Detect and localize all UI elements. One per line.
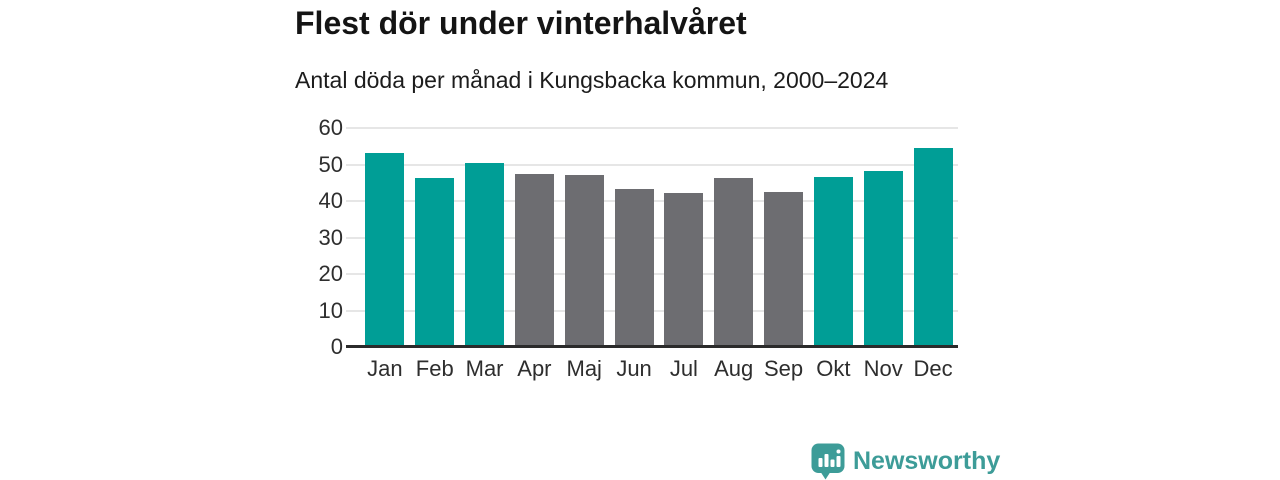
bar-slot-maj bbox=[559, 128, 609, 347]
x-tick-label-jul: Jul bbox=[669, 356, 698, 381]
bar-jun bbox=[614, 189, 654, 347]
x-axis-line bbox=[346, 345, 958, 348]
bar-jul bbox=[664, 192, 704, 347]
x-tick-label-mar: Mar bbox=[465, 356, 504, 381]
x-tick-label-apr: Apr bbox=[517, 356, 552, 381]
chart-title: Flest dör under vinterhalvåret bbox=[295, 5, 747, 41]
gridline-y-50 bbox=[346, 163, 958, 166]
bar-sep bbox=[764, 191, 804, 347]
plot-area bbox=[346, 127, 958, 348]
chart-subtitle: Antal döda per månad i Kungsbacka kommun… bbox=[295, 67, 889, 93]
x-tick-label-feb: Feb bbox=[415, 356, 454, 381]
bars-row bbox=[360, 128, 958, 347]
x-tick-label-aug: Aug bbox=[714, 356, 754, 381]
y-tick-label-50: 50 bbox=[318, 151, 343, 177]
x-tick-label-jun: Jun bbox=[616, 356, 652, 381]
y-tick-label-0: 0 bbox=[330, 334, 343, 359]
bar-okt bbox=[813, 176, 853, 347]
bar-jan bbox=[365, 153, 405, 347]
bar-slot-jul bbox=[659, 128, 709, 347]
x-tick-label-jan: Jan bbox=[367, 356, 403, 381]
bar-mar bbox=[465, 163, 505, 347]
y-tick-label-20: 20 bbox=[318, 261, 343, 286]
bar-aug bbox=[714, 177, 754, 347]
y-tick-label-40: 40 bbox=[318, 188, 343, 213]
bar-slot-mar bbox=[460, 128, 510, 347]
gridline-y-60 bbox=[346, 127, 958, 129]
bar-slot-sep bbox=[759, 128, 809, 347]
bar-maj bbox=[564, 174, 604, 347]
y-axis-labels: 0 10 20 30 40 50 60 bbox=[295, 115, 343, 359]
bar-slot-aug bbox=[709, 128, 759, 347]
bar-slot-dec bbox=[908, 128, 958, 347]
x-tick-label-maj: Maj bbox=[566, 356, 602, 381]
bar-slot-okt bbox=[808, 128, 858, 347]
brand-name: Newsworthy bbox=[853, 447, 1001, 475]
bar-dec bbox=[913, 148, 953, 347]
bar-apr bbox=[514, 173, 554, 347]
bar-slot-feb bbox=[410, 128, 460, 347]
x-tick-label-nov: Nov bbox=[863, 356, 903, 381]
x-tick-label-okt: Okt bbox=[816, 356, 851, 381]
bar-slot-apr bbox=[509, 128, 559, 347]
bar-slot-nov bbox=[858, 128, 908, 347]
bar-feb bbox=[415, 178, 455, 347]
y-tick-label-60: 60 bbox=[318, 115, 343, 140]
x-axis-labels: Jan Feb Mar Apr Maj Jun Jul Aug Sep Okt Nov Dec bbox=[360, 356, 958, 382]
newsworthy-logo-icon bbox=[811, 443, 845, 480]
y-tick-label-30: 30 bbox=[318, 224, 343, 250]
x-tick-label-sep: Sep bbox=[763, 356, 804, 381]
bar-slot-jan bbox=[360, 128, 410, 347]
brand-footer: Newsworthy bbox=[811, 443, 1000, 480]
y-tick-label-10: 10 bbox=[318, 297, 343, 323]
bar-slot-jun bbox=[609, 128, 659, 347]
bar-nov bbox=[863, 170, 903, 347]
x-tick-label-dec: Dec bbox=[913, 356, 953, 381]
